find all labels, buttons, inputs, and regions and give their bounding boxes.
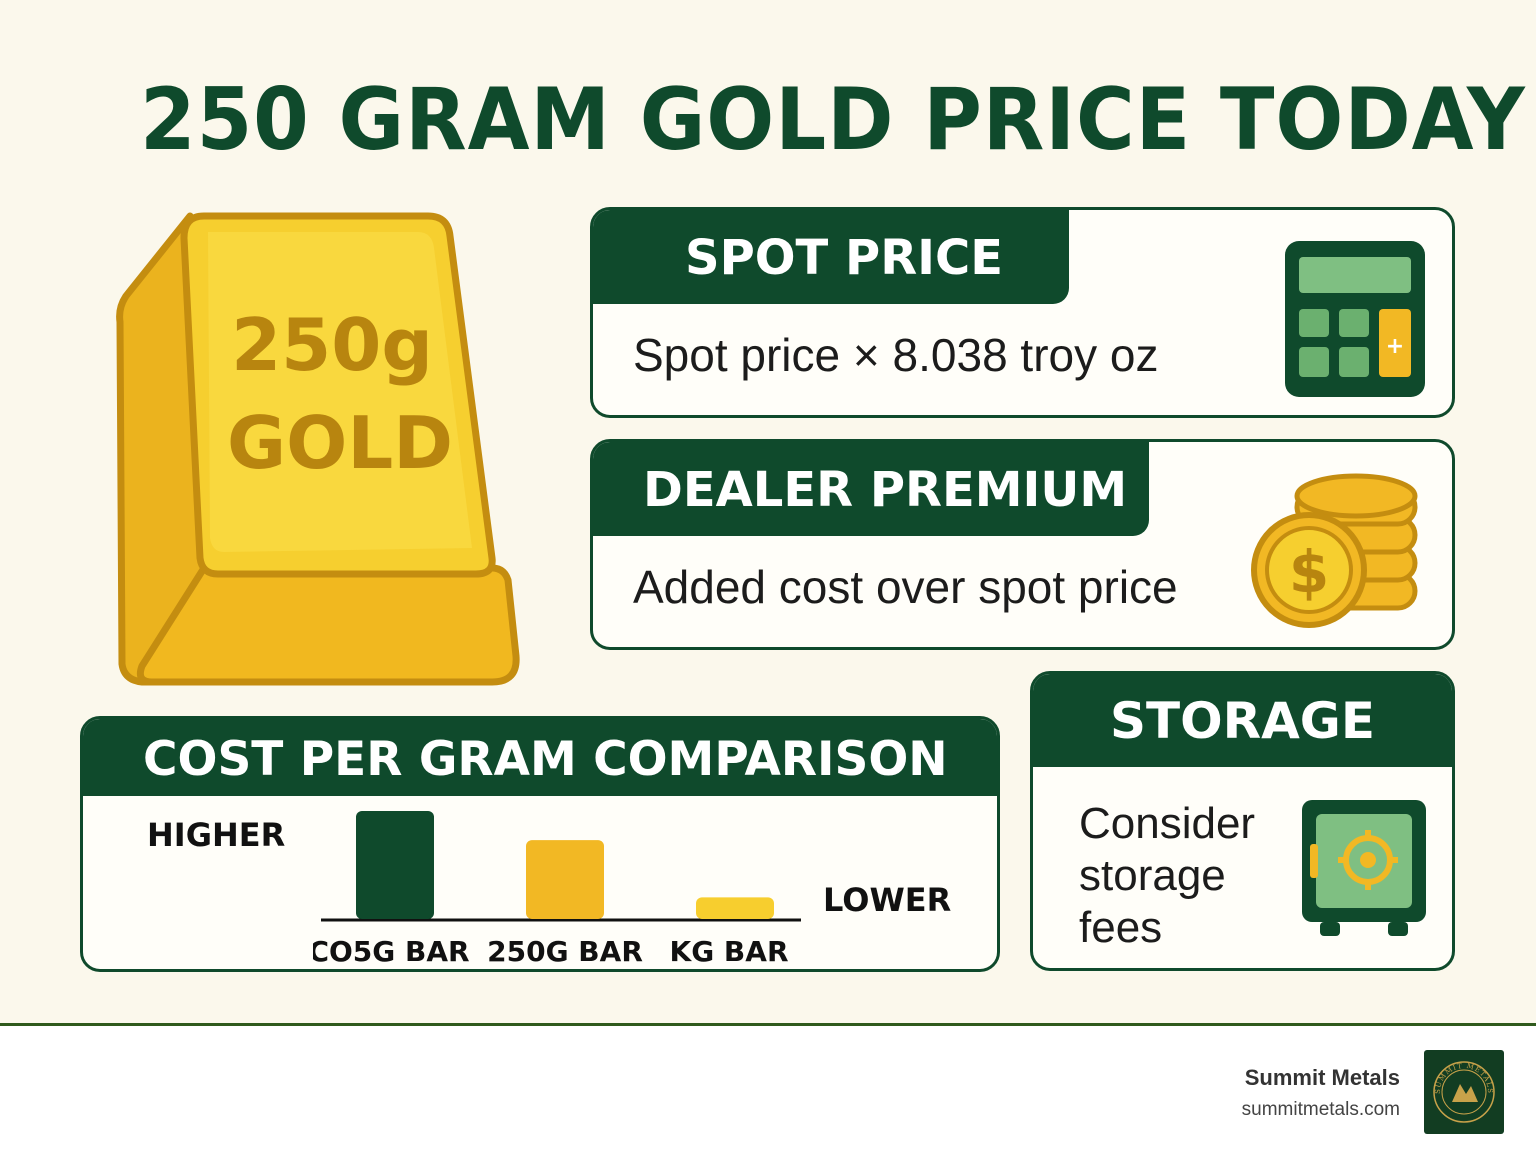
comparison-chart: CO5G BAR 250G BAR KG BAR: [313, 811, 801, 968]
calculator-icon: +: [1283, 239, 1427, 403]
gold-bar-highlight: [208, 232, 472, 552]
dealer-premium-heading: DEALER PREMIUM: [593, 442, 1149, 536]
spot-price-heading: SPOT PRICE: [593, 210, 1069, 304]
spot-price-text: Spot price × 8.038 troy oz: [633, 329, 1159, 381]
coin-stack-icon: $: [1249, 466, 1425, 634]
comparison-bar: [526, 840, 604, 919]
comparison-bar-label: 250G BAR: [487, 935, 643, 968]
svg-text:SUMMIT METALS: SUMMIT METALS: [1434, 1062, 1494, 1094]
gold-bar-metal-text: GOLD: [227, 401, 453, 485]
gold-bar-weight-text: 250g: [231, 303, 433, 387]
dealer-premium-card: DEALER PREMIUM Added cost over spot pric…: [590, 439, 1455, 650]
footer: Summit Metals summitmetals.com SUMMIT ME…: [0, 1026, 1536, 1154]
safe-icon: [1298, 796, 1430, 944]
gold-bar-illustration: 250g GOLD: [116, 212, 520, 686]
svg-text:+: +: [1386, 334, 1404, 359]
page-title: 250 GRAM GOLD PRICE TODAY: [140, 70, 1526, 170]
storage-text: Consider storage fees: [1079, 799, 1256, 952]
comparison-card: COST PER GRAM COMPARISON HIGHER LOWER CO…: [80, 716, 1000, 972]
brand-url[interactable]: summitmetals.com: [1241, 1099, 1400, 1120]
lower-label: LOWER: [823, 881, 952, 919]
svg-text:$: $: [1289, 538, 1329, 606]
higher-label: HIGHER: [147, 816, 286, 854]
comparison-bar-label: KG BAR: [670, 935, 789, 968]
comparison-bar: [696, 897, 774, 919]
spot-price-card: SPOT PRICE Spot price × 8.038 troy oz +: [590, 207, 1455, 418]
storage-card: STORAGE Consider storage fees: [1030, 671, 1455, 971]
comparison-bar: [356, 811, 434, 919]
comparison-heading: COST PER GRAM COMPARISON: [83, 719, 997, 796]
comparison-bar-label: CO5G BAR: [313, 935, 470, 968]
gold-bar-front: [136, 564, 520, 686]
brand-logo: SUMMIT METALS: [1424, 1050, 1504, 1134]
brand-name: Summit Metals: [1244, 1065, 1400, 1090]
footer-divider: [0, 1023, 1536, 1026]
storage-heading: STORAGE: [1033, 674, 1452, 767]
dealer-premium-text: Added cost over spot price: [633, 561, 1178, 613]
